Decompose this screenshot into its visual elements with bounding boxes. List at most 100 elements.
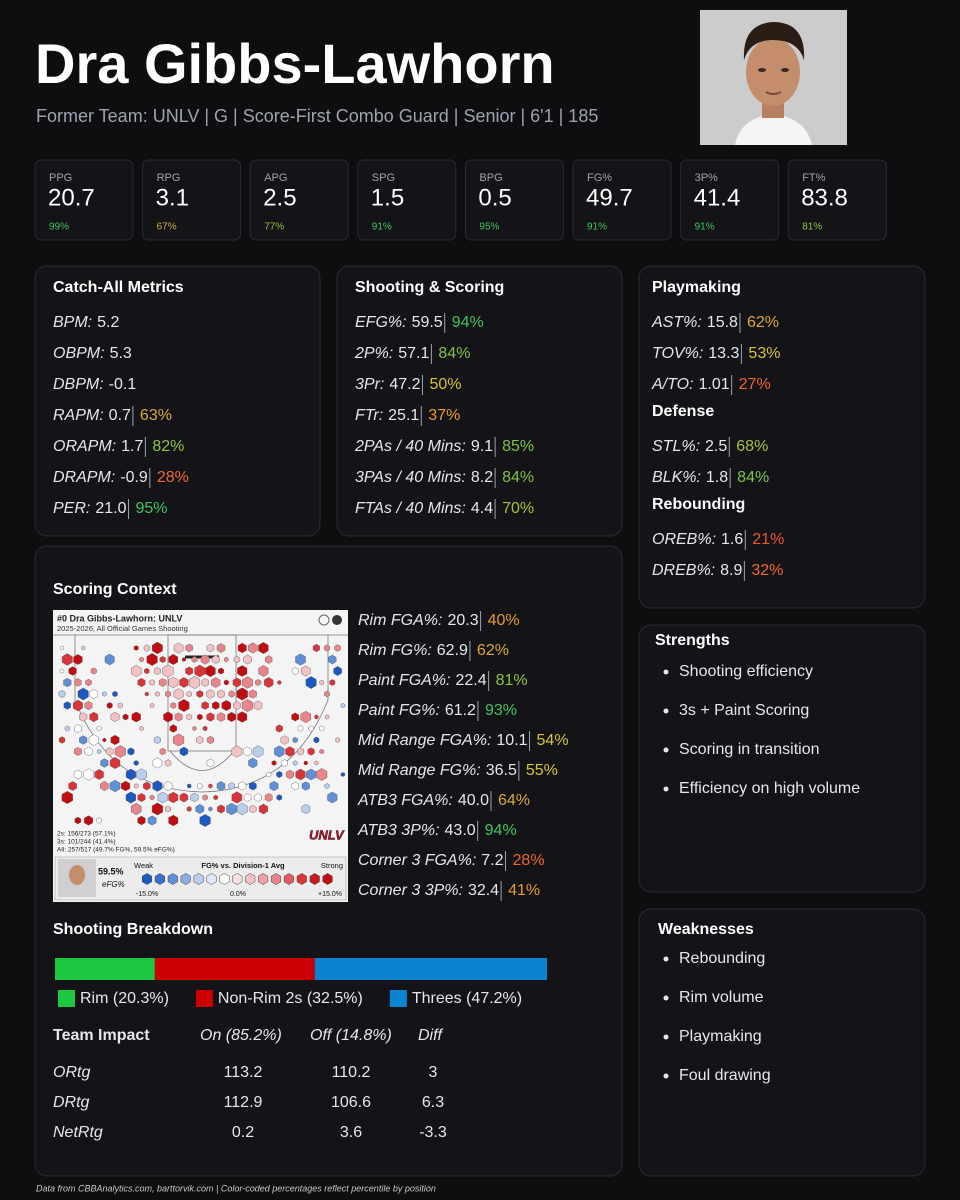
shot-hex (233, 655, 241, 664)
metric-label: Rim FG%: (358, 642, 432, 659)
metric-row: A/TO: 1.01 (651, 376, 730, 393)
metric-row: Mid Range FG%: 36.5 (358, 762, 517, 779)
shot-hex (297, 725, 304, 732)
shot-hex (186, 806, 192, 812)
stat-value: 2.5 (263, 184, 296, 211)
metric-percentile: 64% (498, 792, 530, 809)
metric-row: ORAPM: 1.7 (53, 438, 143, 455)
shot-hex (248, 757, 258, 769)
shot-hex (58, 736, 66, 744)
shot-hex (173, 733, 185, 747)
stat-label: APG (264, 172, 287, 184)
efg-value: 59.5% (98, 866, 124, 876)
shot-hex (194, 664, 206, 678)
shot-hex (63, 701, 71, 710)
shot-hex (100, 758, 109, 768)
shot-hex (248, 689, 257, 699)
shot-hex (241, 699, 254, 712)
metric-row: EFG%: 59.5 (355, 314, 443, 331)
scale-hex (245, 873, 256, 885)
section-title: Strengths (655, 632, 730, 649)
shot-hex (228, 782, 235, 790)
shot-hex (146, 653, 158, 666)
shot-hex (258, 803, 268, 815)
card (638, 265, 926, 609)
metric-value: 57.1 (398, 345, 429, 362)
shot-hex (189, 676, 200, 689)
metric-row: FTAs / 40 Mins: 4.4 (355, 500, 493, 517)
metric-label: ORAPM: (53, 438, 116, 455)
stat-label: FG% (587, 172, 612, 184)
shot-hex (159, 656, 166, 663)
metric-label: DREB%: (652, 562, 715, 579)
metric-label: Rim FGA%: (358, 612, 442, 629)
shot-hex (295, 653, 306, 666)
scale-hex (219, 873, 230, 885)
shot-hex (106, 702, 113, 709)
metric-row: FTr: 25.1 (355, 407, 419, 424)
impact-cell: DRtg (53, 1094, 90, 1111)
metric-label: BPM: (53, 314, 92, 331)
breakdown-segment (314, 958, 547, 980)
shot-hex (163, 711, 173, 723)
shot-hex (217, 689, 225, 699)
scale-hex (193, 873, 204, 885)
shot-hex (121, 780, 131, 792)
shot-hex (306, 768, 317, 781)
shot-hex (157, 791, 168, 804)
shot-hex (68, 666, 77, 676)
metric-percentile: 82% (152, 438, 184, 455)
metric-label: Paint FG%: (358, 702, 440, 719)
stat-box (142, 159, 242, 241)
metric-value: 8.2 (471, 469, 493, 486)
shot-hex (231, 791, 243, 804)
stat-label: SPG (372, 172, 395, 184)
shot-hex (237, 642, 247, 654)
shot-hex (125, 791, 136, 804)
shot-hex (208, 783, 213, 789)
metric-value: 40.0 (458, 792, 489, 809)
section-title: Scoring Context (53, 581, 177, 598)
metric-percentile: 32% (751, 562, 783, 579)
shot-chart-subtitle: 2025-2026, All Official Games Shooting (57, 624, 188, 633)
scale-hex (309, 873, 320, 885)
stat-box (34, 159, 134, 241)
shot-hex (89, 711, 99, 723)
section-title: Playmaking (652, 279, 741, 296)
shot-hex (218, 667, 224, 675)
shot-hex (324, 783, 330, 789)
metric-label: ATB3 FGA%: (357, 792, 453, 809)
shot-hex (249, 781, 257, 791)
shot-hex (110, 711, 120, 723)
list-item: Scoring in transition (679, 741, 820, 758)
impact-cell: 0.2 (232, 1124, 254, 1141)
metric-label: Paint FGA%: (358, 672, 450, 689)
shot-hex (143, 781, 151, 791)
metric-label: 2PAs / 40 Mins: (354, 438, 466, 455)
shot-hex (319, 679, 324, 686)
shot-hex (281, 759, 288, 767)
shot-hex (252, 745, 264, 758)
metric-row: DBPM: -0.1 (53, 376, 136, 393)
scale-hex (283, 873, 294, 885)
metric-row: DREB%: 8.9 (652, 562, 742, 579)
metric-row: ATB3 FGA%: 40.0 (357, 792, 489, 809)
stat-percentile: 81% (802, 222, 822, 233)
shot-hex (327, 791, 338, 804)
metric-value: -0.1 (109, 376, 137, 393)
shot-hex (158, 678, 167, 687)
shot-hex (83, 768, 94, 781)
metric-percentile: 37% (428, 407, 460, 424)
shot-hex (285, 746, 295, 757)
list-item: Playmaking (679, 1028, 762, 1045)
shot-hex (301, 665, 311, 677)
metric-value: 59.5 (412, 314, 443, 331)
shot-hex (224, 656, 229, 663)
shot-hex (253, 700, 263, 711)
shot-hex (63, 677, 72, 688)
metric-value: 5.2 (97, 314, 119, 331)
shot-hex (211, 655, 220, 664)
shot-hex (221, 700, 231, 711)
scale-hex (180, 873, 191, 885)
shot-hex (139, 726, 144, 731)
